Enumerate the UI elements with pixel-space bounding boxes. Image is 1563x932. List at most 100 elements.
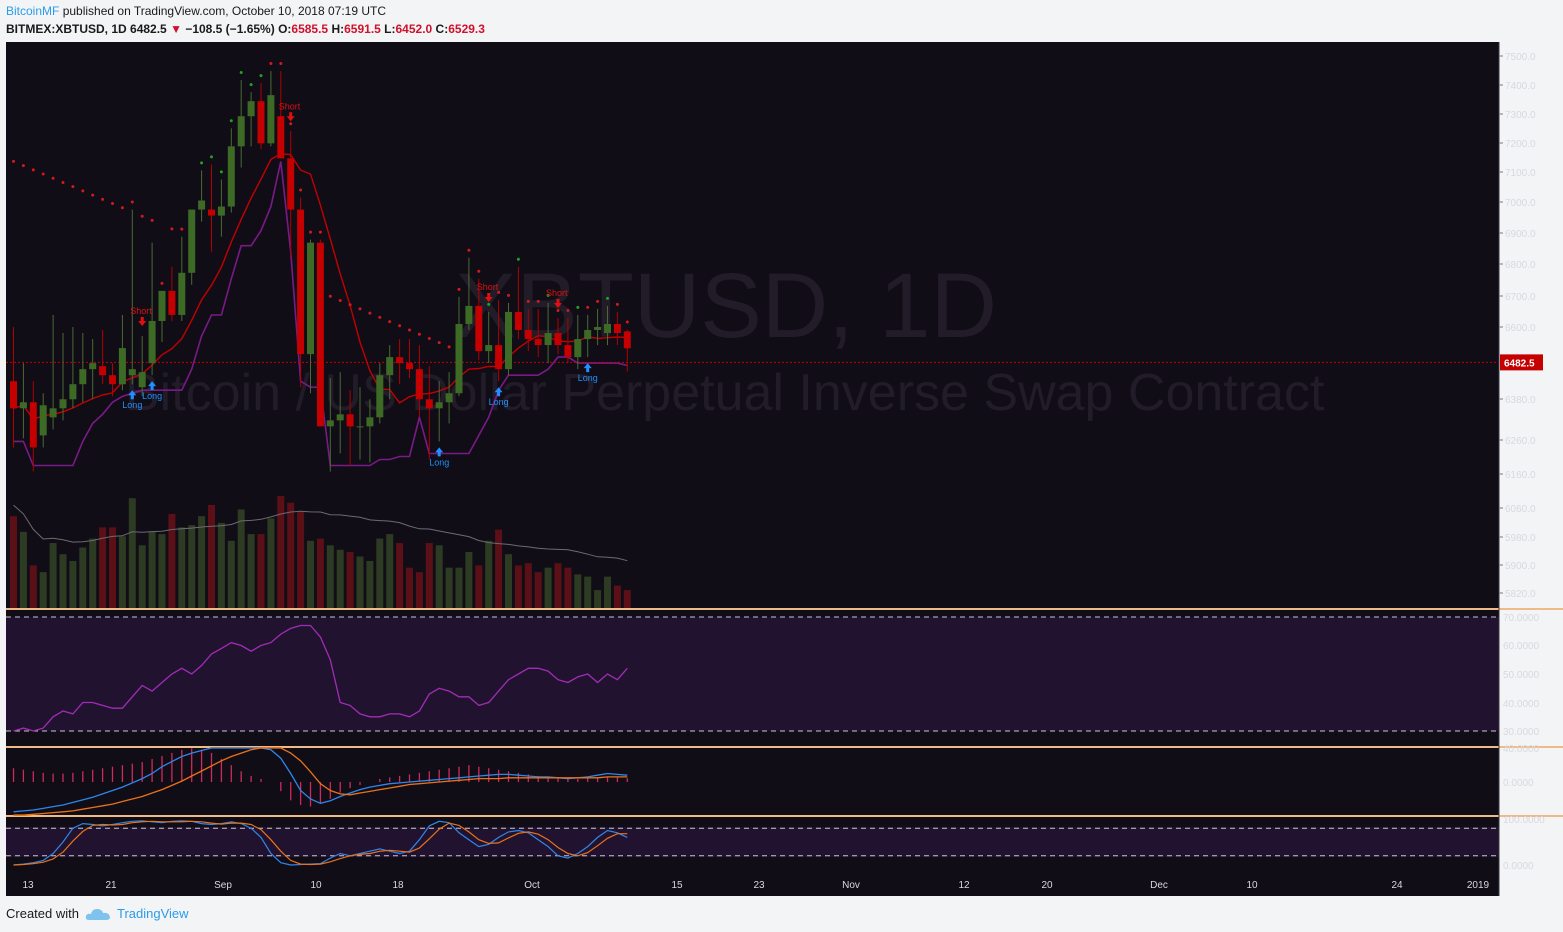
time-tick-label: 13 (22, 880, 34, 891)
macd-line (13, 747, 628, 813)
sar-dot (21, 164, 25, 168)
sar-dot (427, 336, 431, 340)
sar-dot (31, 168, 35, 172)
sar-dot (457, 287, 461, 291)
sar-dot (81, 189, 85, 193)
sar-dot (388, 320, 392, 324)
price-tick-label: 7400.0 (1505, 81, 1536, 92)
tradingview-link[interactable]: TradingView (116, 906, 189, 921)
candle-body (465, 305, 473, 324)
candle-body (247, 101, 255, 117)
watermark-description: Bitcoin / US Dollar Perpetual Inverse Sw… (125, 364, 1325, 422)
price-tick-label: 6800.0 (1505, 260, 1536, 271)
volume-bar (613, 585, 621, 608)
price-tick-label: 6700.0 (1505, 292, 1536, 303)
time-tick-label: 18 (392, 880, 404, 891)
volume-bar (227, 540, 235, 608)
volume-bar (287, 502, 295, 608)
macd-tick-label: 0.0000 (1503, 778, 1534, 789)
volume-bar (435, 545, 443, 608)
sar-dot (210, 155, 213, 159)
time-tick-label: 24 (1391, 880, 1403, 891)
volume-bar (198, 516, 206, 608)
chart-svg[interactable]: XBTUSD, 1D Bitcoin / US Dollar Perpetual… (0, 42, 1563, 896)
sar-dot (120, 206, 124, 210)
rsi-tick-label: 60.0000 (1503, 641, 1540, 652)
sar-dot (378, 315, 382, 319)
candle-body (415, 369, 423, 400)
volume-bar (297, 511, 305, 608)
symbol-label: BITMEX:XBTUSD, 1D (6, 22, 127, 36)
sar-dot (150, 218, 154, 222)
candle-body (475, 305, 483, 352)
time-tick-label: Nov (842, 880, 860, 891)
volume-bar (376, 538, 384, 608)
rsi-tick-label: 70.0000 (1503, 613, 1540, 624)
volume-bar (495, 529, 503, 608)
candle-body (366, 417, 374, 427)
price-tick-label: 7500.0 (1505, 52, 1536, 63)
volume-bar (178, 527, 186, 608)
volume-bar (217, 522, 225, 608)
volume-ma-line (13, 504, 628, 562)
volume-bar (69, 560, 77, 608)
macd-signal-line (13, 747, 628, 816)
candle-body (138, 372, 146, 388)
author-link[interactable]: BitcoinMF (6, 4, 60, 18)
volume-bar (59, 554, 67, 608)
sar-dot (111, 202, 114, 206)
short-arrow-icon (554, 298, 562, 308)
sar-dot (41, 172, 45, 176)
candle-body (356, 426, 364, 428)
volume-bar (148, 531, 156, 608)
candle-body (594, 327, 602, 331)
chart-area[interactable]: XBTUSD, 1D Bitcoin / US Dollar Perpetual… (0, 42, 1563, 896)
sar-dot (477, 269, 481, 273)
candle-body (564, 345, 572, 358)
volume-bar (604, 576, 611, 608)
sar-dot (91, 193, 95, 197)
last-price-tag-label: 6482.5 (1504, 358, 1535, 369)
footer: Created with TradingView (6, 906, 189, 921)
candle-body (524, 330, 532, 340)
volume-bar (158, 534, 166, 608)
candle-body (168, 290, 176, 315)
candle-body (227, 146, 235, 207)
price-tick-label: 5980.0 (1505, 533, 1536, 544)
stoch-band-bg (6, 827, 1499, 857)
sar-dot (269, 62, 273, 66)
time-tick-label: 21 (105, 880, 117, 891)
sar-dot (546, 293, 550, 297)
sar-dot (180, 227, 184, 231)
candle-body (544, 333, 552, 346)
sar-dot (487, 302, 491, 306)
sar-dot (289, 122, 293, 126)
sar-dot (556, 308, 560, 312)
candle-body (445, 393, 453, 403)
candle-body (118, 348, 126, 385)
volume-bar (316, 538, 324, 608)
high-value: 6591.5 (344, 22, 381, 36)
axes: 7500.0 7400.0 7300.0 7200.0 7100.0 7000.0 6900… (22, 52, 1545, 891)
volume-bar (39, 572, 47, 608)
open-label: O: (278, 22, 292, 36)
volume-bar (386, 534, 394, 608)
oscillators (6, 616, 1499, 866)
short-arrow-icon (138, 317, 147, 327)
long-arrow-icon (435, 447, 444, 457)
sar-dot (51, 176, 55, 180)
candle-body (346, 414, 354, 427)
volume-bar (524, 563, 532, 608)
volume-bar (514, 565, 522, 608)
stoch-d-line (13, 820, 628, 866)
sar-dot (516, 257, 520, 261)
volume-bar (247, 534, 255, 608)
main-pane-bg (6, 42, 1499, 608)
volume-bar (257, 534, 265, 608)
candle-body (39, 405, 47, 436)
long-arrow-icon (494, 387, 503, 397)
macd-pane-bg (6, 748, 1499, 815)
sar-dot (586, 305, 590, 309)
sar-dot (71, 185, 75, 189)
volume-bar (168, 513, 176, 608)
